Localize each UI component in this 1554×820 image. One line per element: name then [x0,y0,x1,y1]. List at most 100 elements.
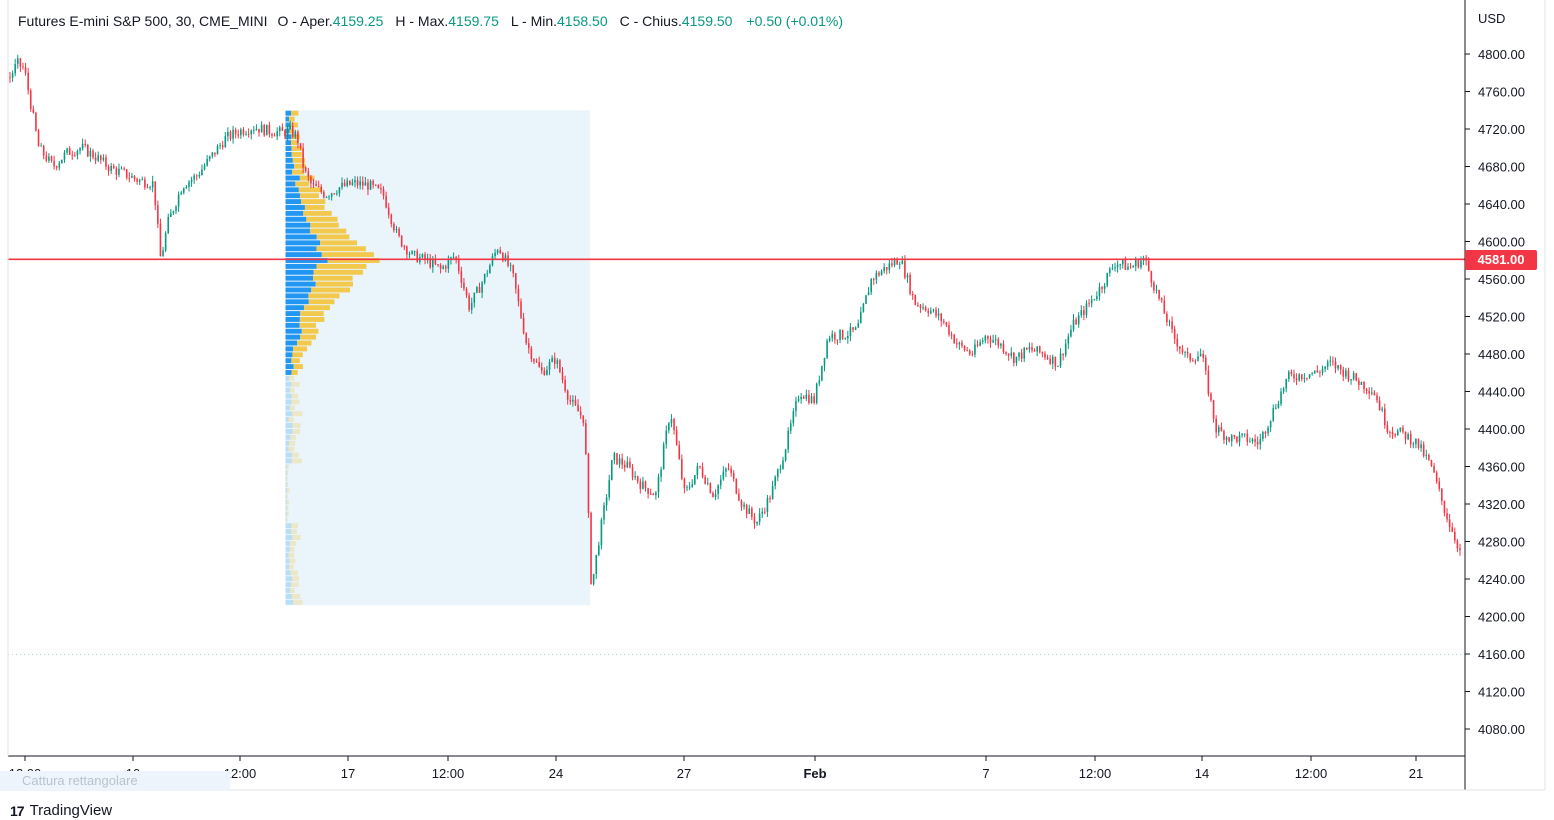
candle-body [1217,427,1220,433]
vp-bar-down [286,517,288,523]
candle-body [740,500,743,507]
candle-body [167,216,170,234]
candle-body [888,263,891,270]
candle-body [805,394,808,399]
candle-body [849,327,852,337]
candle-body [1358,380,1360,385]
candle-body [496,250,499,253]
candle-body [533,359,535,362]
candlestick-series [9,54,1461,586]
candle-body [629,461,631,468]
candle-body [1347,370,1350,381]
vp-bar-down [291,381,300,387]
candle-body [499,250,502,254]
vp-bar-down [294,163,306,169]
candle-body [979,342,981,346]
candle-body [1033,350,1036,352]
candle-body [87,144,89,157]
candle-body [1319,372,1321,373]
candle-body [1399,427,1402,431]
candle-body [756,521,758,524]
vp-bar-down [315,281,353,287]
vp-bar-down [292,576,299,582]
vp-bar-up [285,505,287,511]
candle-body [294,131,297,137]
candle-body [1308,374,1311,378]
candle-body [312,183,315,185]
time-tick-label: 12:00 [1079,766,1112,781]
candle-body [84,143,87,145]
candle-body [535,361,538,363]
price-tick-label: 4480.00 [1478,347,1525,362]
vp-bar-up [285,181,296,187]
vp-bar-up [285,452,292,458]
candle-body [530,348,533,360]
candle-body [172,211,175,214]
candle-body [1313,370,1316,374]
candle-body [1376,395,1378,401]
candle-body [652,494,655,496]
candle-body [1038,346,1041,353]
candle-body [1430,459,1433,466]
candle-body [76,150,79,156]
candle-body [1249,441,1251,443]
candle-body [74,155,76,156]
candle-body [1409,433,1412,445]
tradingview-brand[interactable]: 17 TradingView [10,802,112,819]
candle-body [722,471,725,480]
candle-body [258,128,260,133]
candle-body [473,292,476,303]
candle-body [1153,282,1155,291]
vp-bar-up [285,146,292,151]
price-axis[interactable]: 4800.00 4760.00 4720.00 4680.00 4640.00 4600.… [1465,47,1525,737]
candle-body [815,383,818,403]
candle-body [527,343,530,349]
currency-label[interactable]: USD [1478,11,1506,26]
candle-body [1186,351,1189,354]
candle-body [315,183,317,187]
candle-body [693,475,696,485]
candle-body [509,265,512,266]
high-label: H - Max. [395,13,449,29]
candle-body [852,327,854,330]
candle-body [1446,512,1448,520]
vp-bar-up [285,358,292,364]
candle-body [743,504,745,507]
candle-body [1036,346,1038,352]
candle-body [1337,365,1339,369]
candle-body [71,154,74,156]
vp-bar-down [321,252,374,258]
candle-body [1184,351,1186,353]
candle-body [885,267,888,270]
candle-body [1306,377,1308,379]
candle-body [564,379,566,391]
candle-body [94,157,97,161]
price-tick-label: 4760.00 [1478,85,1525,100]
candle-body [242,129,245,135]
candle-body [600,519,603,546]
candle-body [865,295,867,304]
candle-body [647,488,649,494]
candle-body [107,166,110,172]
candle-body [1272,408,1275,421]
candle-body [927,310,930,314]
candle-body [515,273,517,289]
candle-body [400,235,403,247]
candle-body [367,182,369,190]
candle-body [1067,336,1070,344]
candle-body [639,481,642,489]
candle-body [195,175,198,177]
candle-body [110,165,112,172]
candle-body [559,360,561,372]
candle-body [587,454,590,513]
candle-body [553,357,556,364]
candle-body [872,278,875,280]
candle-body [1332,360,1334,362]
vp-bar-down [289,588,295,593]
symbol-name[interactable]: Futures E-mini S&P 500, 30, CME_MINI [18,13,268,29]
candle-body [393,223,395,231]
candle-body [1013,352,1015,363]
candle-body [1389,431,1391,433]
